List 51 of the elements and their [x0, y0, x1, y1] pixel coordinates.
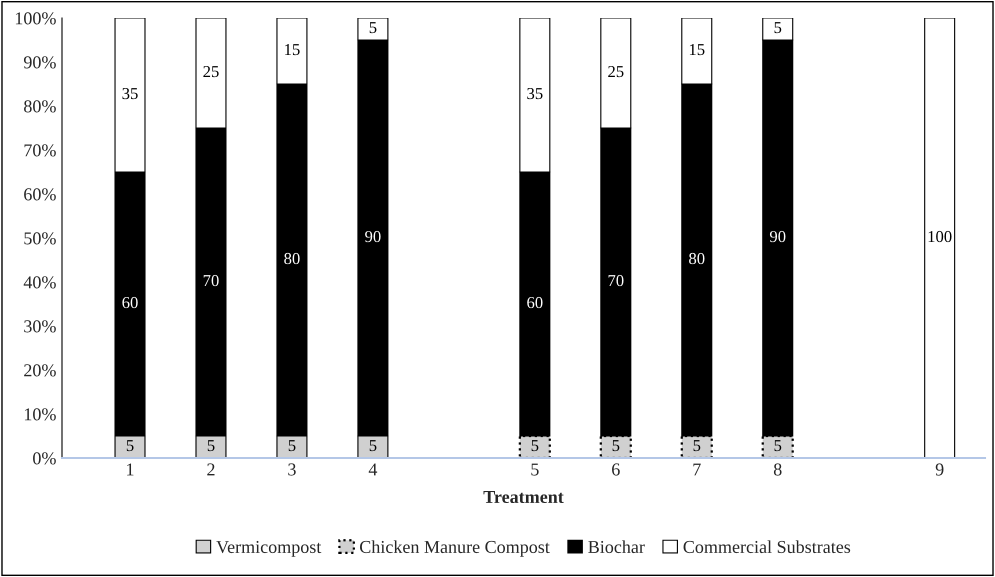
data-label: 5: [288, 440, 296, 452]
y-tick-label: 80%: [24, 100, 56, 112]
x-tick-label: 1: [127, 463, 134, 476]
y-tick-label: 100%: [16, 12, 56, 24]
data-label: 15: [285, 44, 300, 56]
legend-label: Commercial Substrates: [684, 540, 850, 554]
x-tick-label: 6: [612, 463, 620, 476]
data-label: 100: [928, 230, 952, 242]
data-label: 25: [203, 66, 219, 78]
x-tick-label: 7: [693, 464, 701, 476]
data-label: 5: [126, 440, 134, 452]
data-label: 35: [527, 88, 543, 100]
legend-label: Chicken Manure Compost: [360, 540, 550, 557]
x-axis-title: Treatment: [483, 491, 564, 504]
data-label: 5: [612, 440, 620, 452]
data-label: 70: [204, 274, 219, 286]
y-tick-label: 40%: [24, 276, 56, 288]
y-tick-label: 70%: [24, 144, 56, 156]
data-label: 5: [208, 440, 214, 452]
x-tick-label: 5: [531, 464, 539, 476]
x-tick-label: 3: [288, 463, 296, 476]
y-tick-label: 90%: [24, 56, 56, 68]
data-label: 90: [770, 230, 786, 242]
data-label: 80: [689, 252, 704, 264]
data-label: 70: [608, 274, 624, 286]
data-label: 5: [694, 440, 700, 452]
data-label: 5: [774, 440, 782, 452]
x-tick-label: 2: [207, 463, 214, 476]
data-label: 25: [608, 66, 624, 78]
data-label: 15: [690, 44, 704, 56]
y-tick-label: 10%: [24, 408, 56, 420]
data-label: 35: [122, 88, 138, 100]
data-label: 60: [122, 296, 138, 308]
data-label: 5: [370, 22, 376, 34]
y-tick-label: 50%: [24, 232, 56, 244]
y-tick-label: 30%: [24, 320, 56, 332]
x-tick-label: 4: [368, 464, 378, 476]
legend-label: Biochar: [588, 540, 645, 554]
legend-label: Vermicompost: [216, 540, 322, 557]
data-label: 5: [774, 22, 782, 34]
data-label: 5: [370, 440, 376, 452]
data-label: 90: [365, 230, 381, 242]
y-tick-label: 0%: [33, 452, 56, 464]
bar: [924, 18, 956, 458]
y-tick-label: 20%: [24, 364, 56, 376]
y-tick-label: 60%: [24, 188, 56, 200]
x-tick-label: 9: [936, 463, 944, 476]
x-tick-label: 8: [774, 463, 782, 476]
data-label: 80: [284, 252, 300, 264]
data-label: 5: [532, 440, 538, 452]
data-label: 60: [527, 296, 543, 308]
